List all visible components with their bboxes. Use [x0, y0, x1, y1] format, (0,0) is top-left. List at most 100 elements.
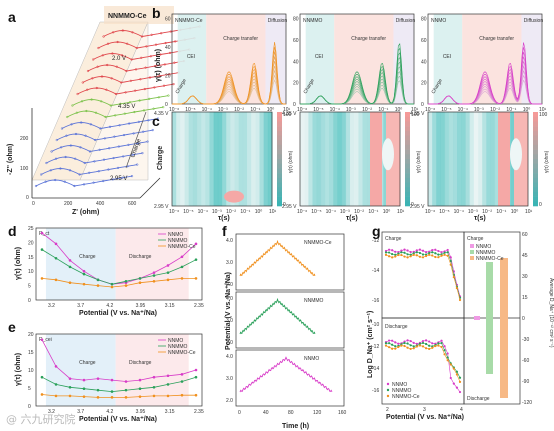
panel-c-cbar-cell: [533, 191, 538, 197]
panel-g-bar-nnmo: [474, 316, 480, 320]
panel_d-ytick: 20: [28, 240, 34, 246]
panel-c-cbar-cell: [277, 121, 282, 127]
panel-a-curve-7: [72, 95, 169, 106]
panel-c-cbar-cell: [533, 140, 538, 146]
panel-c-cell: [222, 112, 227, 206]
panel-c-cbar-cell: [533, 163, 538, 169]
panel-a-point: [159, 53, 162, 56]
panel-c-cell: [242, 112, 248, 206]
panel_e-ytick: 0: [28, 404, 31, 410]
panel-c-cell: [354, 112, 359, 206]
panel-a-point: [92, 58, 95, 61]
panel-label-d: d: [8, 223, 17, 239]
panel-a-point: [70, 123, 73, 126]
panel-a-point: [96, 65, 99, 68]
panel-b-xtick: 10⁻³: [346, 107, 356, 113]
panel-f-plot-1: NNMMO 2.0 3.0 4.0: [226, 291, 345, 349]
panel-b-ct-0: Charge transfer: [223, 36, 258, 42]
panel-c-xtick: 10⁻⁵: [439, 209, 449, 215]
panel_e-xtick: 4.2: [106, 409, 113, 415]
panel-a-point: [168, 51, 172, 55]
panel_d-discharge-bg: [115, 228, 189, 300]
panel-g-ylabel-left: Log D_Na⁺ (cm² s⁻¹): [367, 311, 374, 378]
panel-label-b: b: [152, 5, 161, 21]
panel-a-curve-11: [92, 49, 190, 60]
panel-c-cbar-cell: [277, 149, 282, 155]
panel-label-f: f: [222, 223, 227, 239]
panel-f-xlabel: Time (h): [282, 423, 309, 430]
panel-c-cbar-cell: [533, 159, 538, 164]
panel-g-bot-series-2: [385, 345, 461, 383]
panel_e-point: [40, 393, 44, 396]
panel-g-bot-point: [458, 376, 462, 379]
panel-a-point: [86, 69, 90, 73]
panel-c-cell: [247, 112, 252, 206]
panel-f-name-2: NNMO: [304, 356, 319, 362]
panel-b-diff-0: Diffusion: [268, 18, 288, 24]
panel-a-point: [49, 169, 52, 172]
panel-c-cell: [205, 112, 210, 206]
panel-a-curve-8: [77, 83, 174, 95]
panel-c-cbar-cell: [405, 168, 410, 174]
panel-f-ytick: 3.0: [226, 260, 233, 266]
panel_d-xtick: 3.95: [136, 303, 146, 309]
panel-c-cbar-cell: [533, 177, 538, 183]
panel-c-ybot: 2.95 V: [282, 204, 297, 210]
panel-a-point: [86, 88, 89, 91]
panel-a-point: [66, 115, 69, 119]
panel-c-hot-1: [224, 190, 244, 203]
panel-a-point: [117, 145, 120, 148]
panel-c-cell: [209, 112, 215, 206]
panel-f-ylabel: Potential (V vs. Na⁺/Na): [225, 272, 232, 350]
panel-c-cbar-min: 0: [539, 202, 542, 208]
panel-a-point: [63, 180, 66, 183]
panel-c-cell: [362, 112, 368, 206]
panel_e-frame: [35, 333, 203, 407]
panel-g-ytick-top: -14: [372, 268, 379, 274]
panel-c-xtick: 10⁻⁵: [311, 209, 321, 215]
panel-b-region-0: [433, 14, 463, 104]
panel-c-xtick: 10⁻⁶: [169, 209, 179, 215]
panel-a-point: [150, 33, 153, 36]
panel-b-xtick: 10⁰: [523, 107, 531, 113]
panel-a-point: [128, 101, 132, 104]
panel-b-diff-2: Diffusion: [524, 18, 544, 24]
panel-c-cbar-cell: [533, 149, 538, 155]
panel-g-xtick: 3: [423, 407, 426, 413]
panel-a: a NNMMO-Ce 2.0 V 4.35 V 2.95 V Charge -Z…: [7, 6, 201, 216]
panel-c-cbar-max: 100: [283, 112, 292, 118]
panel-a-point: [152, 107, 155, 110]
panel-g-bar-legend-swatch: [470, 244, 474, 248]
panel-c-cbar-cell: [533, 201, 538, 207]
panel-a-point: [140, 35, 144, 38]
panel-a-v-mid: 4.35 V: [118, 104, 135, 110]
panel-a-point: [73, 184, 76, 188]
panel-a-point: [145, 45, 148, 48]
panel-a-point: [140, 56, 143, 59]
panel-a-xlabel: Z' (ohm): [72, 209, 99, 216]
panel-a-point: [98, 148, 101, 152]
panel_d-series-1: [41, 249, 197, 285]
panel_d-ytick: 15: [28, 255, 34, 261]
panel_d-legend-2: NNMMO-Ce: [168, 244, 196, 250]
panel-b-xtick: 10⁻⁴: [458, 107, 468, 113]
panel-a-point: [100, 75, 104, 78]
panel_e-legend-2: NNMMO-Ce: [168, 350, 196, 356]
panel-a-point: [40, 173, 43, 176]
panel-a-point: [92, 181, 95, 184]
panel_d-ytick: 0: [28, 298, 31, 304]
panel-a-point: [119, 102, 122, 105]
panel_d-xlabel: Potential (V vs. Na⁺/Na): [79, 310, 157, 317]
panel-c-cell: [172, 112, 177, 206]
panel-c-cell: [333, 112, 338, 206]
panel-a-point: [95, 86, 98, 90]
panel-a-point: [79, 146, 82, 149]
a-xtick-2: 400: [96, 201, 105, 207]
panel-a-curve-0: [35, 175, 133, 187]
panel-a-point: [54, 157, 58, 160]
panel-f-frame: [235, 291, 345, 349]
panel-c-cbar-cell: [277, 135, 282, 141]
panel-c-cell: [432, 112, 437, 206]
panel-f-ytick: 4.0: [226, 354, 233, 360]
